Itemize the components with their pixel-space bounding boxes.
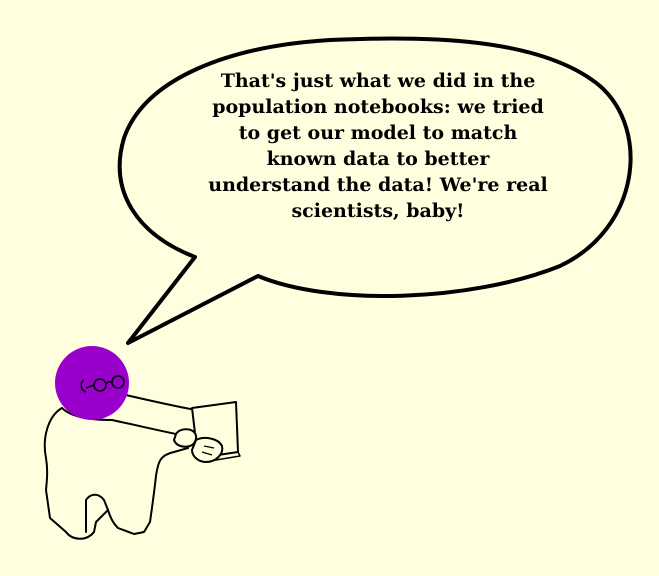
ear [80,379,87,393]
speech-line: That's just what we did in the [220,70,536,92]
character-body [43,407,189,540]
glasses-temple [85,384,95,389]
character-legs-gap [85,493,109,533]
right-hand-fingers [201,445,215,456]
speech-line: to get our model to match [238,122,518,144]
speech-text: That's just what we did in the populatio… [168,68,588,224]
speech-line: population notebooks: we tried [212,96,544,118]
speech-bubble [117,36,633,345]
right-hand [190,437,224,464]
speech-line: scientists, baby! [291,200,465,222]
speech-line: understand the data! We're real [208,174,548,196]
speech-line: known data to better [266,148,490,170]
character-lower-arm [111,419,187,437]
glasses-bridge [105,380,113,385]
left-hand [172,428,198,448]
character-head [55,346,129,420]
